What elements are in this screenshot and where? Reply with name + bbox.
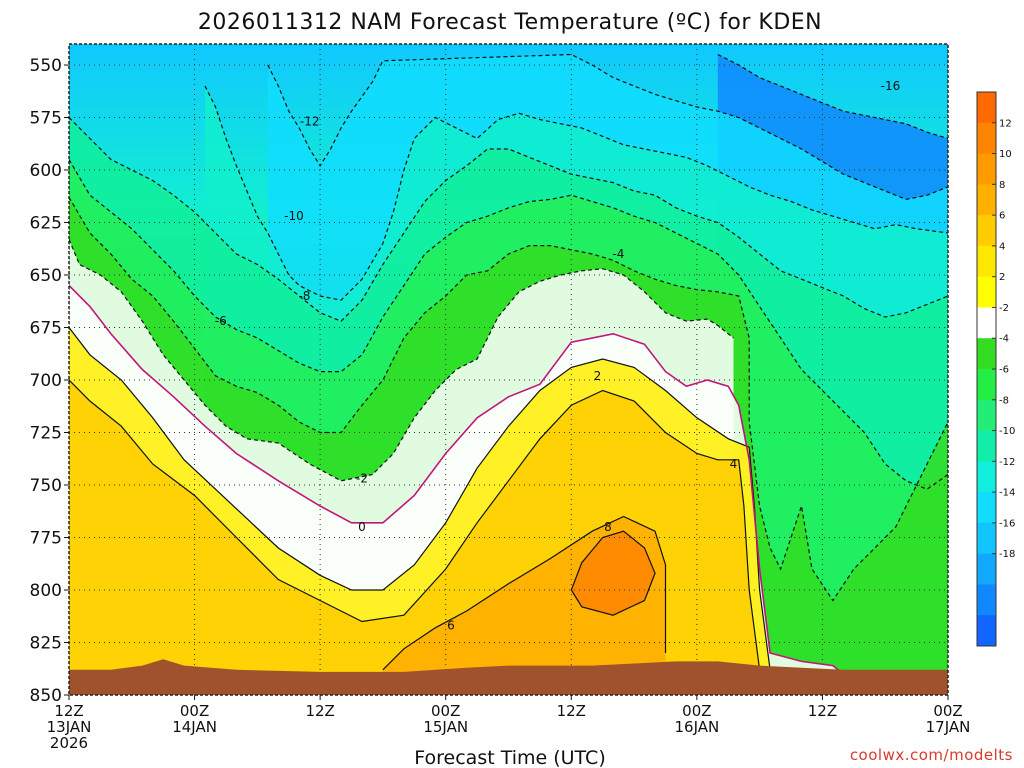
colorbar: 12 10 8 6 4 2 -2 -4 -6 -8 -10 -12 -14 -16 -18 (976, 91, 1015, 647)
colorbar-swatch (977, 522, 996, 555)
colorbar-swatch (977, 153, 996, 185)
x-tick-label: 00Z (682, 702, 711, 720)
y-tick-label: 825 (30, 634, 62, 654)
y-tick-label: 700 (30, 371, 62, 391)
y-tick-label: 550 (30, 56, 62, 76)
x-tick-label: 15JAN (423, 718, 468, 736)
colorbar-swatch (977, 276, 996, 308)
isotherm-label: 4 (730, 457, 738, 471)
colorbar-swatch (977, 399, 996, 432)
x-tick-label: 00Z (933, 702, 962, 720)
y-tick-label: 750 (30, 476, 62, 496)
isotherm-label: 2 (594, 369, 602, 383)
grid-lines (69, 44, 948, 695)
isotherm--2 (69, 239, 734, 482)
colorbar-label: 2 (999, 272, 1005, 283)
terrain-ground (69, 659, 948, 695)
credit-link[interactable]: coolwx.com/modelts (850, 746, 1013, 764)
isotherm-label: -16 (881, 79, 901, 93)
isotherm-label: -10 (284, 209, 304, 223)
colorbar-swatch (977, 492, 996, 524)
isotherm-label: -4 (612, 247, 624, 261)
colorbar-swatch (977, 461, 996, 493)
y-tick-label: 675 (30, 319, 62, 339)
colorbar-swatch (977, 338, 996, 370)
colorbar-label: -4 (999, 334, 1009, 345)
colorbar-label: 8 (999, 180, 1005, 191)
band-8 (571, 531, 655, 616)
y-tick-label: 650 (30, 266, 62, 286)
isotherm-label: -12 (300, 115, 320, 129)
colorbar-label: -16 (999, 518, 1015, 529)
x-tick-label: 16JAN (674, 718, 719, 736)
colorbar-swatch (977, 584, 996, 616)
isotherm-6 (382, 515, 667, 671)
colorbar-label: -6 (999, 365, 1009, 376)
isotherm--10 (204, 85, 948, 301)
isotherm--12 (267, 53, 948, 201)
isotherm--4 (69, 196, 948, 602)
isotherm-label: 0 (358, 520, 366, 534)
x-tick-label: 13JAN (47, 718, 92, 736)
isotherm-4 (69, 379, 761, 670)
colorbar-label: 6 (999, 211, 1005, 222)
x-tick-label: 14JAN (172, 718, 217, 736)
x-tick-label: 00Z (180, 702, 209, 720)
colorbar-swatch (977, 245, 996, 278)
isotherm-8 (570, 530, 656, 616)
colorbar-label: -2 (999, 303, 1009, 314)
chart-title: 2026011312 NAM Forecast Temperature (ºC)… (198, 10, 822, 35)
colorbar-label: -18 (999, 549, 1015, 560)
colorbar-swatch (977, 215, 996, 247)
isotherm-label: 8 (604, 520, 612, 534)
colorbar-swatch (977, 184, 996, 216)
isotherm-2 (69, 327, 771, 670)
colorbar-swatch (977, 553, 996, 585)
x-tick-label: 12Z (808, 702, 837, 720)
colorbar-label: 12 (999, 118, 1012, 129)
colorbar-label: -12 (999, 457, 1015, 468)
colorbar-label: 4 (999, 241, 1005, 252)
isotherm--16 (717, 53, 948, 140)
isotherm-label: -2 (356, 472, 368, 486)
x-tick-label: 17JAN (926, 718, 971, 736)
colorbar-swatch (977, 430, 996, 462)
isotherm-label: -6 (215, 314, 227, 328)
colorbar-swatch (977, 307, 996, 339)
x-axis-label: Forecast Time (UTC) (414, 747, 605, 768)
isotherm--6 (69, 159, 948, 490)
x-tick-label: 12Z (557, 702, 586, 720)
y-tick-label: 775 (30, 529, 62, 549)
y-tick-label: 850 (30, 686, 62, 706)
plot-area: 8 6 4 2 0 -2 -4 -6 -8 -10 -12 -16 (68, 43, 949, 696)
x-tick-label: 2026 (50, 734, 88, 752)
x-tick-label: 00Z (431, 702, 460, 720)
colorbar-swatch (977, 122, 996, 155)
y-tick-label: 800 (30, 581, 62, 601)
colorbar-swatch (977, 615, 996, 647)
colorbar-swatch (977, 92, 996, 124)
y-tick-label: 575 (30, 109, 62, 129)
y-tick-label: 625 (30, 214, 62, 234)
colorbar-label: -8 (999, 395, 1009, 406)
isotherm--8 (69, 117, 948, 322)
x-tick-label: 12Z (305, 702, 334, 720)
colorbar-swatch (977, 369, 996, 401)
isotherm-label: 6 (447, 619, 455, 633)
isotherm-0 (69, 284, 844, 675)
colorbar-label: -14 (999, 488, 1015, 499)
isotherm-label: -8 (298, 289, 310, 303)
colorbar-label: 10 (999, 149, 1012, 160)
y-tick-label: 600 (30, 161, 62, 181)
y-axis-ticks: 550 575 600 625 650 675 700 725 750 775 800 825 850 (30, 56, 69, 706)
x-tick-label: 12Z (54, 702, 83, 720)
y-tick-label: 725 (30, 424, 62, 444)
colorbar-label: -10 (999, 426, 1015, 437)
